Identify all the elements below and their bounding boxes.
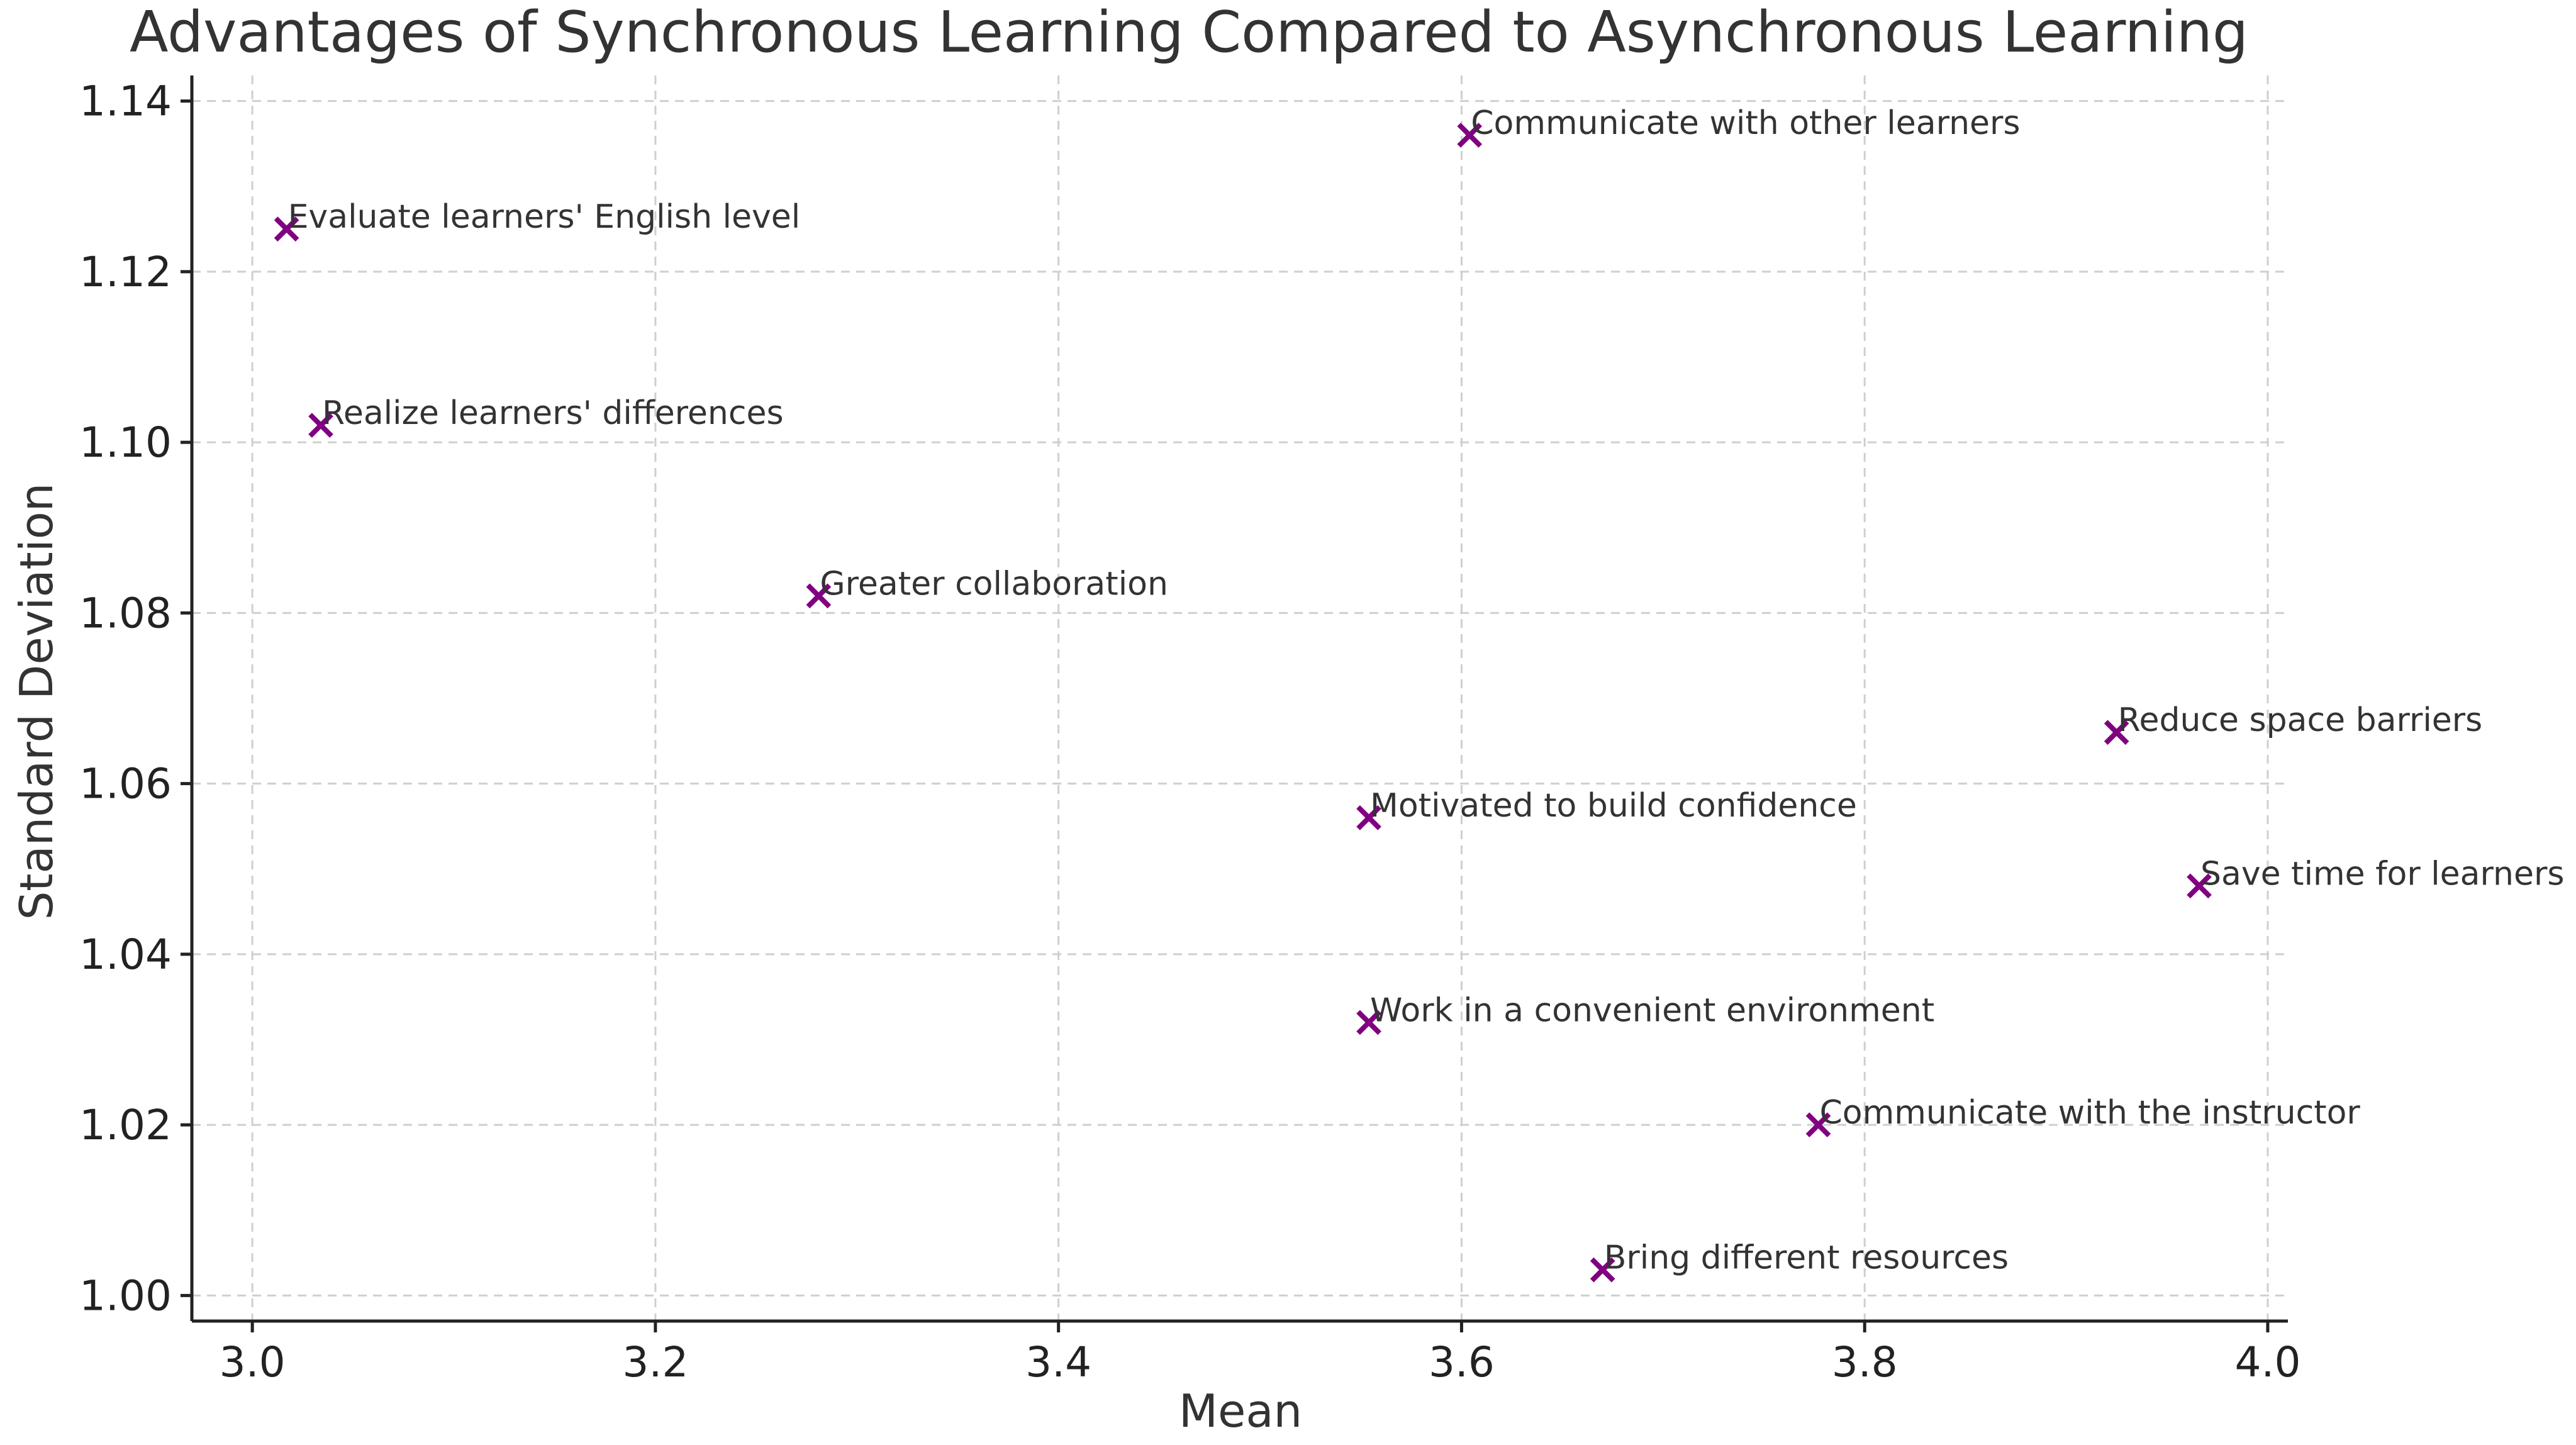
data-point: Bring different resources xyxy=(1590,1239,2009,1283)
point-label: Bring different resources xyxy=(1604,1239,2009,1277)
data-point: Reduce space barriers xyxy=(2104,701,2483,745)
data-point: Save time for learners xyxy=(2187,855,2564,899)
x-marker-stroke xyxy=(2187,873,2212,899)
x-marker-stroke xyxy=(274,216,299,242)
x-marker-stroke xyxy=(2104,720,2129,745)
point-label: Realize learners' differences xyxy=(322,394,784,432)
y-tick-label: 1.08 xyxy=(79,589,172,637)
x-marker-stroke xyxy=(806,583,832,609)
point-label: Motivated to build confidence xyxy=(1370,787,1857,825)
x-tick-label: 3.0 xyxy=(220,1338,286,1386)
x-marker-stroke xyxy=(308,413,333,438)
x-tick-label: 3.2 xyxy=(622,1338,688,1386)
axes: 3.0 3.2 3.4 3.6 3.8 4.0 1.00 1.02 1.04 1.06 1.08 1.… xyxy=(79,75,2300,1386)
point-label: Evaluate learners' English level xyxy=(288,198,801,236)
x-tick-label: 4.0 xyxy=(2234,1338,2300,1386)
data-points: Communicate with other learners Evaluate … xyxy=(274,104,2564,1283)
point-label: Save time for learners xyxy=(2200,855,2564,893)
point-label: Work in a convenient environment xyxy=(1370,991,1934,1029)
point-label: Reduce space barriers xyxy=(2118,701,2483,739)
x-tick-label: 3.6 xyxy=(1429,1338,1495,1386)
grid-lines xyxy=(192,75,2288,1321)
y-tick-label: 1.02 xyxy=(79,1101,172,1149)
data-point: Motivated to build confidence xyxy=(1356,787,1857,830)
y-tick-label: 1.00 xyxy=(79,1271,172,1320)
x-marker-stroke xyxy=(1805,1112,1831,1137)
y-tick-label: 1.04 xyxy=(79,930,172,979)
data-point: Communicate with other learners xyxy=(1457,104,2021,148)
chart-title: Advantages of Synchronous Learning Compa… xyxy=(130,0,2248,65)
y-tick-label: 1.12 xyxy=(79,248,172,296)
point-label: Communicate with other learners xyxy=(1471,104,2020,142)
x-marker-stroke xyxy=(1356,805,1381,830)
x-tick-label: 3.4 xyxy=(1025,1338,1091,1386)
x-marker-stroke xyxy=(1356,1010,1381,1035)
y-axis-label: Standard Deviation xyxy=(10,483,63,920)
point-label: Greater collaboration xyxy=(820,565,1168,603)
data-point: Greater collaboration xyxy=(806,565,1168,609)
x-axis-label: Mean xyxy=(1179,1385,1302,1437)
y-tick-label: 1.10 xyxy=(79,418,172,467)
y-tick-label: 1.14 xyxy=(79,77,172,126)
data-point: Communicate with the instructor xyxy=(1805,1094,2361,1137)
point-label: Communicate with the instructor xyxy=(1820,1094,2361,1132)
x-tick-label: 3.8 xyxy=(1832,1338,1898,1386)
y-tick-label: 1.06 xyxy=(79,760,172,808)
data-point: Evaluate learners' English level xyxy=(274,198,801,242)
x-marker-stroke xyxy=(1590,1257,1615,1283)
x-marker-stroke xyxy=(1457,123,1483,148)
data-point: Realize learners' differences xyxy=(308,394,784,438)
data-point: Work in a convenient environment xyxy=(1356,991,1934,1035)
